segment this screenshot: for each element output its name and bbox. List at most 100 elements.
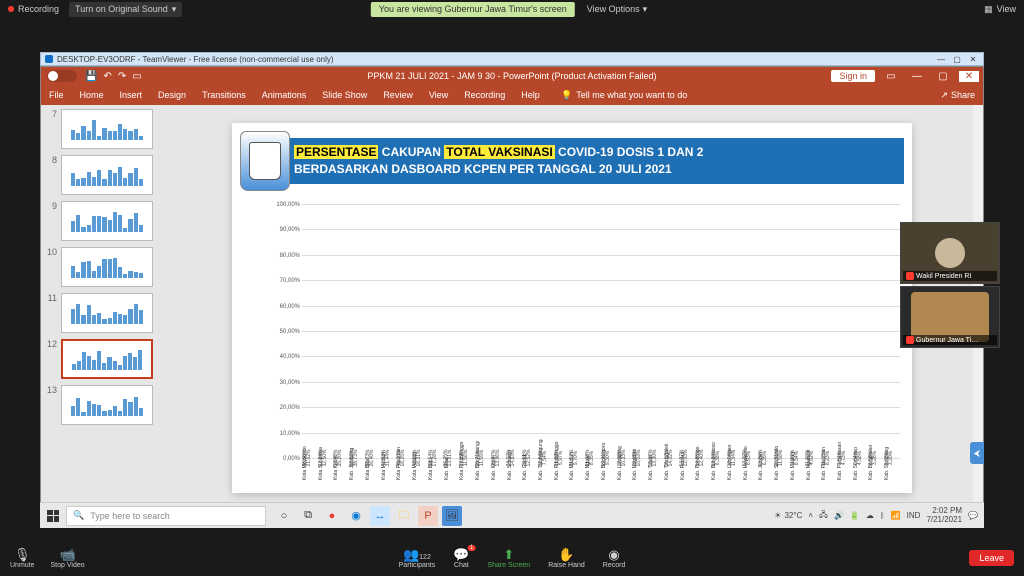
start-button[interactable]: [40, 503, 66, 529]
x-label: Kab. Bondowoso: [711, 459, 727, 481]
ribbon-tab-file[interactable]: File: [49, 90, 64, 100]
thumbnail-10[interactable]: 10: [45, 247, 157, 287]
ribbon-tab-home[interactable]: Home: [80, 90, 104, 100]
minimize-button[interactable]: —: [907, 71, 927, 82]
weather-widget[interactable]: ☀ 32°C: [774, 511, 802, 520]
x-label: Kota Surabaya: [318, 459, 334, 481]
x-label: Kota Batu: [428, 459, 444, 481]
close-button[interactable]: ✕: [959, 71, 979, 82]
raise-hand-button[interactable]: ✋ Raise Hand: [548, 548, 585, 569]
redo-icon[interactable]: ↷: [118, 71, 126, 82]
signin-button[interactable]: Sign in: [831, 70, 875, 82]
participant-tile[interactable]: Wakil Presiden RI: [900, 222, 1000, 284]
share-screen-button[interactable]: ⬆ Share Screen: [487, 548, 530, 569]
chat-button[interactable]: 💬 1 Chat: [453, 548, 469, 569]
x-label: Kab. Bangkalan: [868, 459, 884, 481]
chrome-icon[interactable]: ●: [322, 506, 342, 526]
language-indicator[interactable]: IND: [907, 511, 921, 520]
ribbon-tab-view[interactable]: View: [429, 90, 448, 100]
thumbnail-8[interactable]: 8: [45, 155, 157, 195]
x-label: Kab. Tulungagung: [538, 459, 554, 481]
ribbon-tab-recording[interactable]: Recording: [464, 90, 505, 100]
video-icon: 📹: [59, 548, 75, 561]
bluetooth-icon[interactable]: ᛒ: [880, 511, 885, 520]
cortana-icon[interactable]: ○: [274, 506, 294, 526]
undo-icon[interactable]: ↶: [103, 71, 111, 82]
y-tick: 70,00%: [280, 278, 300, 284]
x-label: Kab. Jombang: [349, 459, 365, 481]
maximize-button[interactable]: ▢: [933, 71, 953, 82]
minimize-button[interactable]: —: [935, 55, 947, 64]
ppt-titlebar: 💾 ↶ ↷ ▭ PPKM 21 JULI 2021 - JAM 9 30 - P…: [41, 67, 983, 85]
x-label: Kota Madiun: [381, 459, 397, 481]
leave-button[interactable]: Leave: [969, 550, 1014, 566]
explorer-icon[interactable]: 🗀: [394, 506, 414, 526]
participants-button[interactable]: 👥122 Participants: [399, 548, 436, 569]
powerpoint-taskbar-icon[interactable]: P: [418, 506, 438, 526]
notifications-icon[interactable]: 💬: [968, 511, 978, 520]
clock[interactable]: 2:02 PM 7/21/2021: [926, 507, 962, 525]
ribbon-tab-animations[interactable]: Animations: [262, 90, 307, 100]
teamviewer-taskbar-icon[interactable]: ↔: [370, 506, 390, 526]
tray-chevron-icon[interactable]: ˄: [808, 511, 813, 520]
edge-icon[interactable]: ◉: [346, 506, 366, 526]
slide[interactable]: PERSENTASE CAKUPAN TOTAL VAKSINASI COVID…: [232, 123, 912, 493]
battery-icon[interactable]: 🔋: [850, 511, 860, 520]
original-sound-toggle[interactable]: Turn on Original Sound ▾: [69, 2, 182, 17]
slide-thumbnails[interactable]: 7 8 9 10 11 12 13: [41, 105, 161, 511]
chevron-down-icon: ▾: [172, 4, 177, 15]
photos-icon[interactable]: 🖼: [442, 506, 462, 526]
ribbon-tab-insert[interactable]: Insert: [120, 90, 143, 100]
province-crest-icon: [240, 131, 290, 191]
x-label: Kota Blitar: [365, 459, 381, 481]
stop-video-button[interactable]: 📹 Stop Video: [51, 548, 85, 569]
start-slideshow-icon[interactable]: ▭: [132, 71, 141, 82]
taskview-icon[interactable]: ⧉: [298, 506, 318, 526]
maximize-button[interactable]: ▢: [951, 55, 963, 64]
ribbon-tab-help[interactable]: Help: [521, 90, 540, 100]
thumbnail-9[interactable]: 9: [45, 201, 157, 241]
thumbnail-7[interactable]: 7: [45, 109, 157, 149]
participant-name: Wakil Presiden RI: [916, 273, 971, 280]
y-tick: 40,00%: [280, 354, 300, 360]
ribbon-tab-transitions[interactable]: Transitions: [202, 90, 246, 100]
tray-wifi-icon[interactable]: 📶: [891, 511, 901, 520]
unmute-button[interactable]: 🎙 Unmute: [10, 548, 35, 569]
ribbon-tab-review[interactable]: Review: [383, 90, 413, 100]
x-label: Kab. Ponorogo: [695, 459, 711, 481]
view-options-button[interactable]: View Options ▾: [581, 2, 653, 17]
x-label: Kab. Situbondo: [774, 459, 790, 481]
thumbnail-11[interactable]: 11: [45, 293, 157, 333]
x-label: Kab. Lumajang: [617, 459, 633, 481]
save-icon[interactable]: 💾: [85, 71, 97, 82]
x-label: Kota Malang: [412, 459, 428, 481]
teamviewer-side-tab[interactable]: ⮜: [970, 442, 984, 464]
thumbnail-13[interactable]: 13: [45, 385, 157, 425]
zoom-toolbar: 🎙 Unmute 📹 Stop Video 👥122 Participants …: [0, 540, 1024, 576]
tell-me-search[interactable]: 💡 Tell me what you want to do: [561, 90, 687, 101]
x-label: Kab. Pamekasan: [837, 459, 853, 481]
x-label: Kab. Sidoarjo: [507, 459, 523, 481]
ribbon-tab-design[interactable]: Design: [158, 90, 186, 100]
x-label: Kota Mojokerto: [302, 459, 318, 481]
autosave-toggle[interactable]: [47, 70, 77, 82]
x-label: Kab. Gresik: [522, 459, 538, 481]
taskbar-search[interactable]: 🔍 Type here to search: [66, 506, 266, 526]
mic-muted-icon: [906, 336, 914, 344]
x-label: Kab. Blitar: [444, 459, 460, 481]
sync-icon[interactable]: ☁: [866, 511, 874, 520]
record-dot-icon: [8, 6, 14, 12]
x-label: Kab. Pacitan: [680, 459, 696, 481]
ribbon-options-icon[interactable]: ▭: [881, 71, 901, 82]
x-label: Kota Pasuruan: [396, 459, 412, 481]
network-icon[interactable]: 🖧: [819, 509, 828, 523]
thumbnail-12[interactable]: 12: [45, 339, 157, 379]
close-button[interactable]: ✕: [967, 55, 979, 64]
share-button[interactable]: ↗ Share: [940, 90, 975, 101]
view-button[interactable]: ▦ View: [984, 4, 1016, 15]
x-label: Kab. Madiun: [569, 459, 585, 481]
record-button[interactable]: ◉ Record: [603, 548, 626, 569]
volume-icon[interactable]: 🔊: [834, 511, 844, 520]
ribbon-tab-slide-show[interactable]: Slide Show: [322, 90, 367, 100]
participant-tile[interactable]: Gubernur Jawa Ti…: [900, 286, 1000, 348]
